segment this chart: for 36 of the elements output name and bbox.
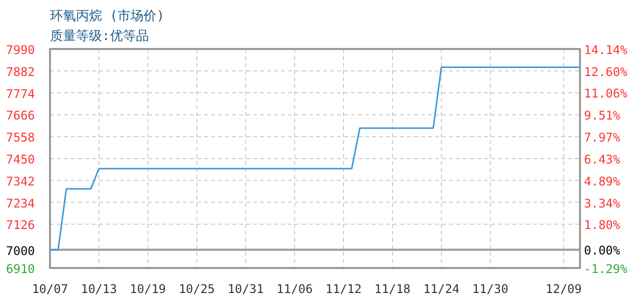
x-tick-label: 10/31 bbox=[228, 282, 264, 296]
y2-tick-label: -1.29% bbox=[584, 262, 628, 276]
y-tick-label: 7774 bbox=[6, 86, 35, 101]
x-tick-label: 10/25 bbox=[178, 282, 215, 296]
y2-tick-label: 4.89% bbox=[584, 174, 621, 188]
y2-tick-label: 14.14% bbox=[584, 43, 628, 57]
y2-tick-label: 6.43% bbox=[584, 152, 621, 166]
y2-tick-label: 9.51% bbox=[584, 108, 621, 123]
x-tick-label: 11/12 bbox=[325, 282, 362, 296]
x-tick-label: 10/07 bbox=[32, 282, 68, 296]
x-tick-label: 10/13 bbox=[80, 282, 117, 296]
y-tick-label: 6910 bbox=[6, 262, 35, 276]
y2-tick-label: 7.97% bbox=[584, 130, 621, 145]
y2-tick-label: 12.60% bbox=[584, 64, 628, 79]
y-tick-label: 7882 bbox=[6, 64, 35, 79]
y-tick-label: 7666 bbox=[6, 108, 35, 123]
chart-subtitle: 质量等级:优等品 bbox=[50, 29, 149, 44]
line-series bbox=[49, 66, 581, 250]
y2-tick-label: 1.80% bbox=[584, 218, 621, 232]
y-tick-label: 7558 bbox=[6, 130, 35, 145]
y2-tick-label: 3.34% bbox=[584, 196, 621, 210]
y-tick-label: 7126 bbox=[6, 218, 35, 232]
x-tick-label: 12/09 bbox=[546, 282, 582, 296]
x-tick-label: 11/18 bbox=[374, 282, 411, 296]
y2-tick-label: 11.06% bbox=[584, 86, 628, 101]
y-tick-label: 7342 bbox=[6, 174, 35, 188]
x-tick-label: 10/19 bbox=[130, 282, 166, 296]
x-tick-label: 11/30 bbox=[472, 282, 508, 296]
y-tick-label: 7234 bbox=[6, 196, 35, 210]
y-tick-label: 7450 bbox=[6, 152, 35, 166]
chart-title: 环氧丙烷 (市场价) bbox=[50, 9, 164, 24]
y2-tick-label: 0.00% bbox=[584, 244, 621, 258]
y-tick-label: 7990 bbox=[6, 43, 35, 57]
x-tick-label: 11/24 bbox=[423, 282, 460, 296]
x-tick-label: 11/06 bbox=[276, 282, 313, 296]
y-tick-label: 7000 bbox=[6, 244, 35, 258]
